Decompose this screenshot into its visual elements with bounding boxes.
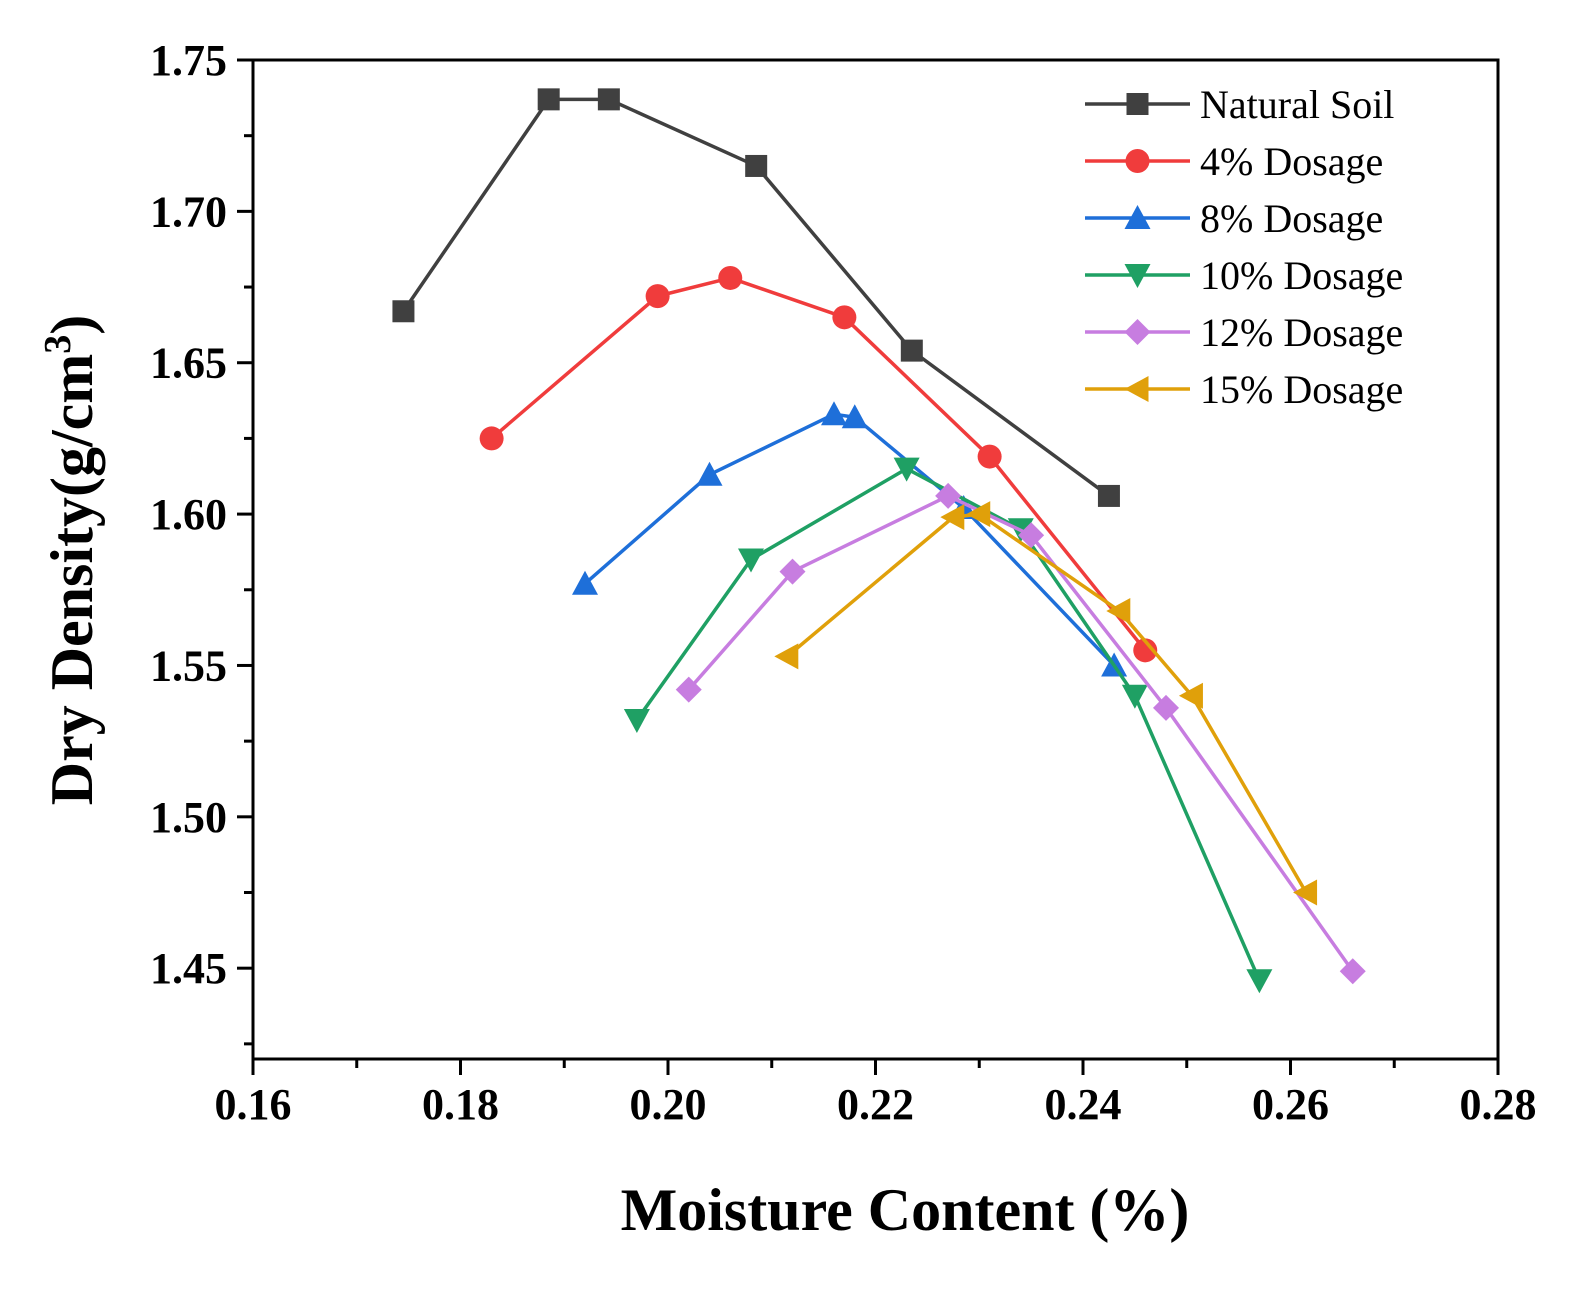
data-point	[696, 461, 723, 486]
legend-marker	[1124, 376, 1149, 402]
data-point	[1097, 484, 1120, 507]
legend-marker	[1124, 319, 1151, 345]
legend-marker	[1126, 93, 1149, 115]
data-point	[537, 88, 560, 111]
data-point	[1293, 879, 1318, 906]
y-tick-label: 1.45	[150, 944, 227, 993]
data-point	[1121, 684, 1148, 709]
legend-item: 8% Dosage	[1085, 196, 1383, 241]
series-10-dosage	[623, 457, 1273, 994]
y-axis-title-superscript: 3	[37, 335, 79, 354]
series-4-dosage	[479, 265, 1158, 663]
legend-item: 15% Dosage	[1085, 367, 1403, 412]
legend-label: 4% Dosage	[1200, 139, 1383, 184]
data-point	[1133, 638, 1158, 663]
series-line	[490, 276, 1147, 652]
data-point	[572, 570, 598, 595]
data-point	[940, 504, 965, 531]
data-point	[1018, 522, 1045, 549]
data-point	[966, 501, 991, 528]
data-point	[1178, 682, 1203, 709]
data-point	[597, 88, 620, 111]
series-8-dosage	[572, 401, 1128, 677]
data-point	[893, 457, 920, 482]
x-axis: 0.16 0.18 0.20 0.22 0.24 0.26 0.28	[215, 1059, 1537, 1129]
y-tick-label: 1.60	[150, 490, 227, 539]
series-natural-soil	[392, 88, 1120, 507]
data-point	[675, 676, 702, 703]
data-point	[1339, 958, 1366, 985]
data-point	[774, 643, 799, 670]
y-axis-title-main: Dry Density(g/cm	[39, 354, 105, 806]
y-tick-label: 1.75	[150, 36, 227, 85]
data-point	[745, 154, 768, 177]
legend-label: 12% Dosage	[1200, 310, 1403, 355]
data-point	[821, 401, 847, 426]
y-tick-label: 1.70	[150, 187, 227, 236]
x-tick-label: 0.28	[1460, 1080, 1537, 1129]
x-tick-label: 0.18	[422, 1080, 499, 1129]
data-point	[1153, 694, 1179, 721]
data-point	[841, 404, 868, 429]
series-layer	[392, 88, 1366, 994]
series-line	[401, 97, 1110, 498]
legend-label: Natural Soil	[1200, 82, 1394, 127]
series-line	[583, 412, 1116, 667]
data-point	[718, 265, 743, 290]
data-point	[1106, 597, 1131, 624]
legend-label: 8% Dosage	[1200, 196, 1383, 241]
y-axis-title-close: )	[39, 315, 105, 335]
x-axis-title: Moisture Content (%)	[621, 1177, 1190, 1243]
legend-label: 15% Dosage	[1200, 367, 1403, 412]
x-tick-label: 0.22	[837, 1080, 914, 1129]
data-point	[392, 300, 415, 323]
series-15-dosage	[774, 501, 1318, 906]
legend-marker	[1125, 149, 1150, 173]
data-point	[738, 548, 764, 573]
legend-item: 4% Dosage	[1085, 139, 1383, 184]
y-tick-label: 1.55	[150, 641, 227, 690]
legend-item: 10% Dosage	[1085, 253, 1403, 298]
series-line	[786, 512, 1308, 894]
data-point	[645, 284, 670, 309]
x-tick-label: 0.24	[1045, 1080, 1122, 1129]
series-line	[635, 466, 1261, 981]
legend-label: 10% Dosage	[1200, 253, 1403, 298]
y-tick-label: 1.50	[150, 793, 227, 842]
series-12-dosage	[675, 482, 1366, 985]
x-tick-label: 0.16	[215, 1080, 292, 1129]
data-point	[977, 444, 1002, 469]
data-point	[479, 426, 504, 451]
y-axis: 1.45 1.50 1.55 1.60 1.65 1.70 1.75	[150, 36, 253, 1046]
legend-item: 12% Dosage	[1085, 310, 1403, 355]
x-tick-label: 0.20	[630, 1080, 707, 1129]
legend: Natural Soil 4% Dosage 8% Dosage 10% Dosage…	[1085, 82, 1403, 412]
x-tick-label: 0.26	[1252, 1080, 1329, 1129]
y-tick-label: 1.65	[150, 339, 227, 388]
data-point	[935, 482, 962, 509]
data-point	[900, 339, 923, 362]
data-point	[832, 305, 857, 330]
y-axis-title: Dry Density(g/cm3)	[37, 315, 105, 806]
data-point	[779, 558, 806, 585]
data-point	[1246, 969, 1273, 994]
legend-marker	[1124, 264, 1151, 288]
legend-item: Natural Soil	[1085, 82, 1394, 127]
legend-marker	[1124, 205, 1151, 229]
data-point	[623, 708, 650, 733]
